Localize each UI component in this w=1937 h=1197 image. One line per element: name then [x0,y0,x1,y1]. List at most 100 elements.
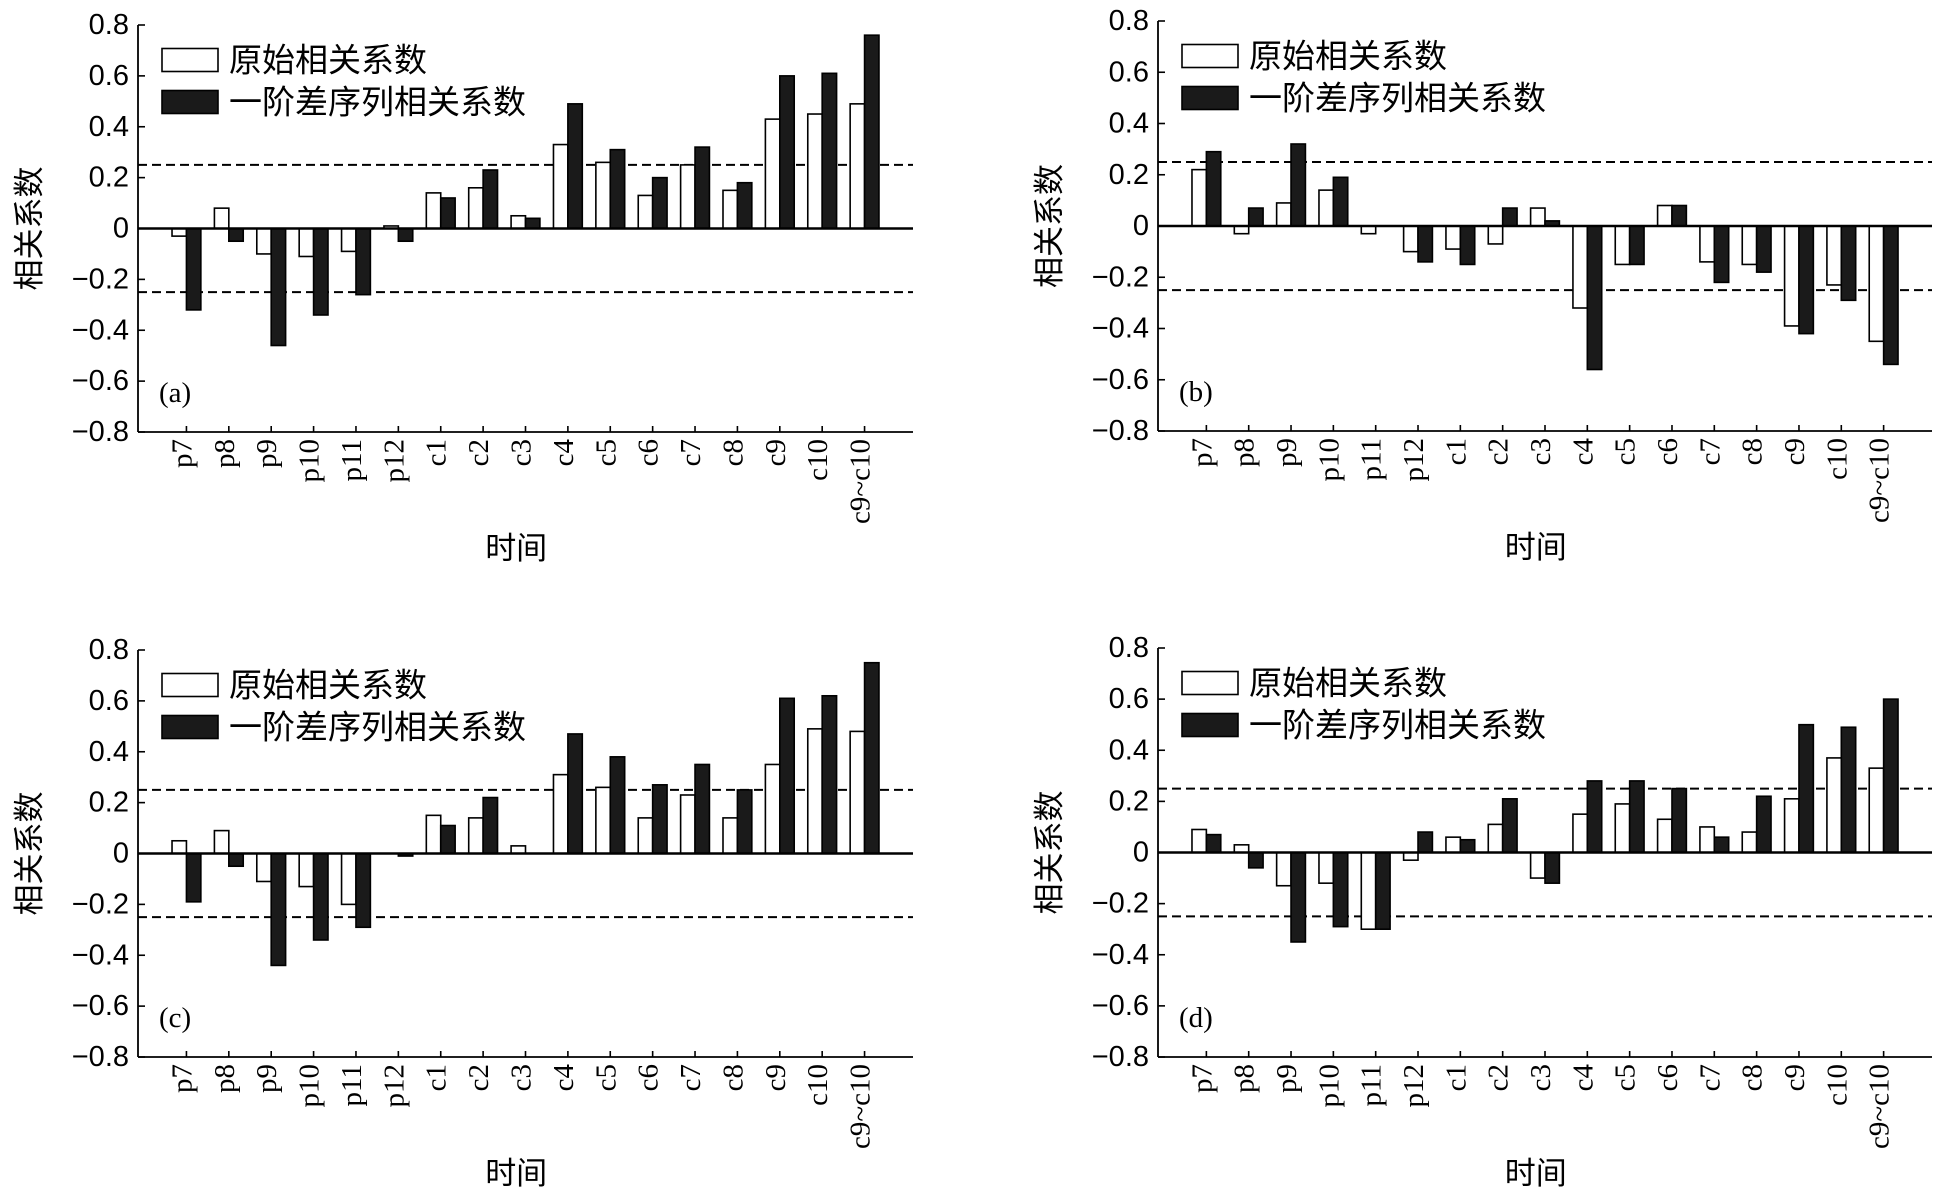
category-label: c5 [590,1064,622,1091]
legend-label-original: 原始相关系数 [229,666,427,705]
y-tick-label: −0.6 [72,365,129,397]
bar-first-difference-c5 [609,756,626,855]
category-label: c4 [548,439,580,467]
bar-first-difference-p10 [312,852,329,941]
y-tick-label: −0.2 [72,888,129,920]
category-label: c3 [506,439,538,466]
category-label: c7 [1694,1064,1726,1091]
bar-original-c9 [764,118,781,230]
bar-original-c9 [1783,225,1800,327]
category-label: c8 [717,1064,749,1091]
bar-first-difference-c9 [778,75,796,230]
panel-label: (c) [159,1002,191,1034]
category-label: p12 [1398,438,1430,482]
category-label: c6 [633,439,665,466]
y-tick-label: −0.4 [72,939,129,971]
category-label: p7 [1186,438,1218,467]
category-label: p7 [166,1064,198,1093]
bar-original-c5 [595,786,612,855]
category-label: c9 [760,1064,792,1091]
category-label: c3 [506,1064,538,1091]
category-label: p8 [1229,438,1261,467]
bar-original-c9-to-c10 [849,103,866,230]
category-label: c6 [1652,438,1684,465]
category-label: c5 [1610,1064,1642,1091]
category-label: c8 [1737,1064,1769,1091]
bar-original-p8 [213,207,230,230]
legend-swatch-original [161,47,219,73]
legend-swatch-original [1181,43,1239,69]
bar-first-difference-p12 [1417,225,1434,263]
chart-panel: 0.8 0.6 0.4 0.2 0 −0.2 −0.4 −0.6 −0.8 p7 p8 p9 p10 p1… [1032,5,1932,566]
bar-original-c1 [425,814,442,855]
bar-original-p9 [1275,202,1292,227]
category-label: c3 [1525,1064,1557,1091]
category-label: c4 [1567,438,1599,466]
legend-swatch-first-difference [1181,85,1239,111]
bar-original-c4 [1572,225,1589,309]
bar-original-p9 [1275,851,1292,887]
category-label: p9 [251,439,283,468]
bar-original-c8 [1741,225,1758,266]
bar-original-c5 [1614,803,1631,854]
bar-original-c6 [1656,204,1673,227]
category-label: c4 [1567,1064,1599,1092]
bar-original-p10 [298,227,315,258]
bar-first-difference-p9 [1290,851,1307,943]
bar-original-c4 [552,773,569,855]
category-label: p10 [1313,1064,1345,1108]
legend-label-original: 原始相关系数 [229,41,427,80]
bar-original-c9-to-c10 [1868,225,1885,343]
bar-original-c9 [1783,798,1800,854]
y-tick-label: 0.8 [89,9,129,41]
bar-first-difference-p9 [270,852,287,967]
bar-first-difference-c9 [778,697,796,855]
category-label: p11 [1356,1064,1388,1106]
bar-original-c3 [510,214,527,230]
bar-first-difference-p7 [1205,833,1222,854]
y-tick-label: 0 [1133,210,1149,242]
bar-original-c5 [1614,225,1631,266]
category-label: c6 [1652,1064,1684,1091]
bar-original-p11 [340,852,357,906]
bar-original-c10 [806,113,823,230]
y-tick-label: 0 [113,838,129,870]
bar-first-difference-p8 [228,852,245,868]
y-tick-label: 0.6 [1109,56,1149,88]
bar-original-c8 [722,817,739,855]
bar-first-difference-p12 [1417,831,1434,854]
category-label: c2 [463,1064,495,1091]
y-tick-label: 0.6 [89,60,129,92]
bar-first-difference-p7 [185,852,202,903]
y-tick-label: −0.6 [1092,364,1149,396]
category-label: c1 [1440,438,1472,465]
bar-first-difference-c10 [821,694,838,855]
bar-original-c1 [1445,836,1462,854]
category-label: c9 [1779,1064,1811,1091]
bar-original-p9 [255,852,273,883]
bar-first-difference-p9 [1290,143,1307,227]
bar-original-c2 [1487,823,1504,854]
bar-original-c9 [764,763,781,855]
y-tick-label: −0.8 [1092,1041,1149,1073]
bar-first-difference-c9-to-c10 [1882,225,1899,366]
category-label: c9~c10 [845,1064,877,1149]
bar-original-c7 [1699,225,1716,263]
y-axis-title: 相关系数 [1032,164,1068,288]
bar-original-p8 [213,829,230,855]
category-label: c2 [1483,1064,1515,1091]
bar-first-difference-c1 [439,197,456,230]
bar-original-c3 [1529,851,1546,879]
x-axis-title: 时间 [485,1156,547,1192]
y-tick-label: −0.2 [1092,888,1149,920]
category-label: p8 [1229,1064,1261,1093]
legend-label-first-difference: 一阶差序列相关系数 [229,83,526,122]
chart-panel: 0.8 0.6 0.4 0.2 0 −0.2 −0.4 −0.6 −0.8 p7 p8 p9 p10 p1… [1032,632,1932,1192]
bar-original-c1 [1445,225,1462,250]
category-label: p10 [1313,438,1345,482]
bar-first-difference-c8 [1755,795,1772,854]
category-label: c4 [548,1064,580,1092]
